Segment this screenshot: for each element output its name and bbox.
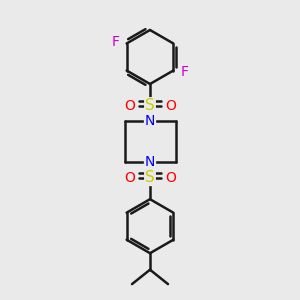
Text: S: S (145, 170, 155, 185)
Text: O: O (165, 99, 176, 112)
Text: N: N (145, 155, 155, 169)
Text: O: O (124, 171, 135, 184)
Text: F: F (111, 35, 119, 49)
Text: S: S (145, 98, 155, 113)
Text: O: O (124, 99, 135, 112)
Text: F: F (181, 65, 189, 79)
Text: O: O (165, 171, 176, 184)
Text: N: N (145, 114, 155, 128)
